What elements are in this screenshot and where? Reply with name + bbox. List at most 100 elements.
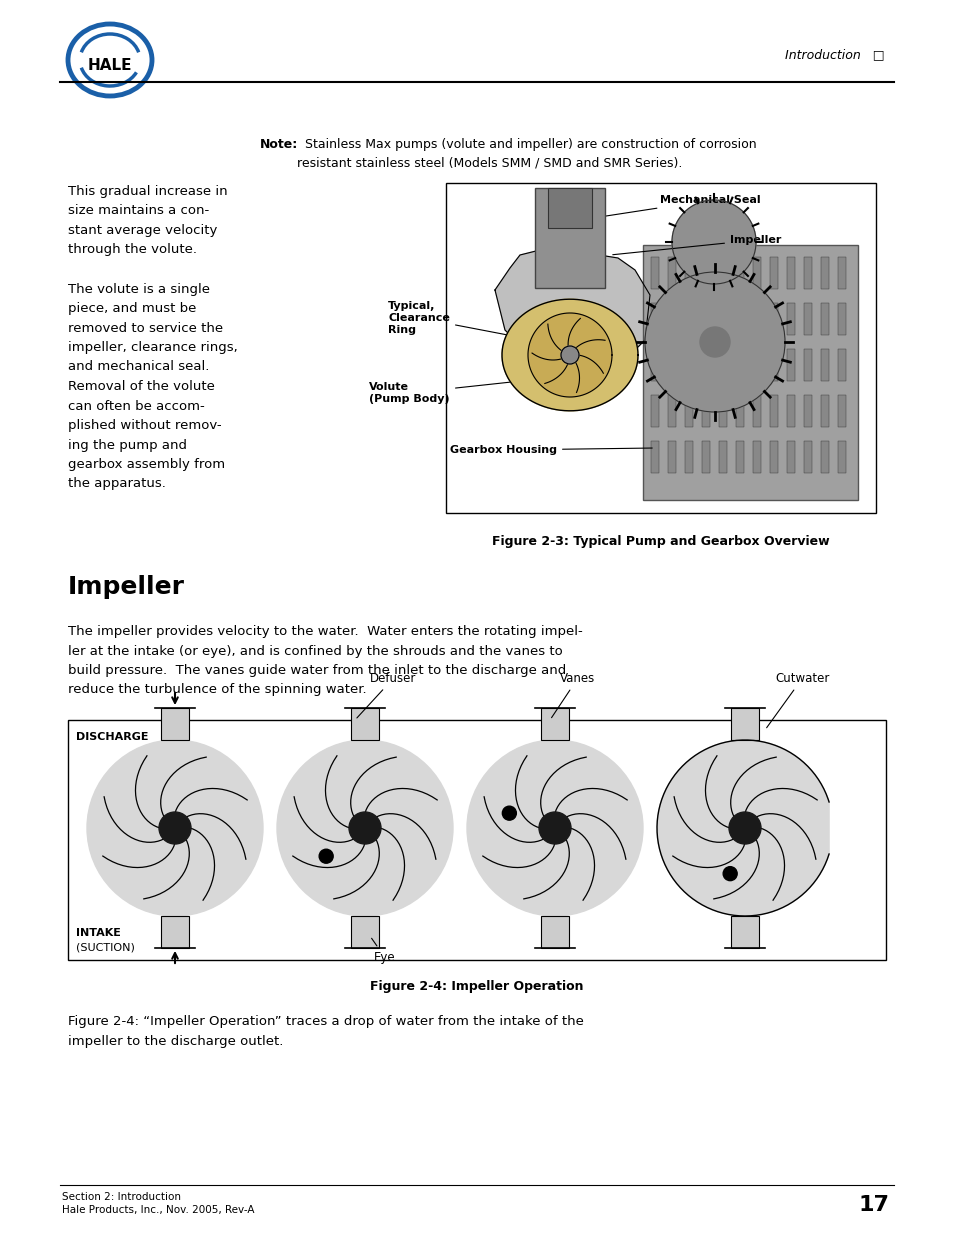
Text: (SUCTION): (SUCTION): [76, 942, 134, 952]
Circle shape: [671, 200, 755, 284]
Text: Typical,
Clearance
Ring: Typical, Clearance Ring: [388, 301, 510, 336]
FancyBboxPatch shape: [837, 395, 845, 427]
FancyBboxPatch shape: [719, 257, 726, 289]
FancyBboxPatch shape: [667, 303, 676, 335]
FancyBboxPatch shape: [735, 441, 743, 473]
Circle shape: [722, 867, 737, 881]
FancyBboxPatch shape: [821, 350, 828, 382]
Text: HALE: HALE: [88, 58, 132, 73]
Circle shape: [467, 740, 642, 916]
FancyBboxPatch shape: [769, 441, 778, 473]
FancyBboxPatch shape: [752, 257, 760, 289]
FancyBboxPatch shape: [752, 441, 760, 473]
Text: Impeller: Impeller: [68, 576, 185, 599]
FancyBboxPatch shape: [667, 257, 676, 289]
FancyBboxPatch shape: [650, 395, 659, 427]
Circle shape: [87, 740, 263, 916]
FancyBboxPatch shape: [547, 188, 592, 228]
FancyBboxPatch shape: [769, 303, 778, 335]
FancyBboxPatch shape: [837, 350, 845, 382]
Text: Defuser: Defuser: [356, 672, 416, 718]
Text: Figure 2-4: Impeller Operation: Figure 2-4: Impeller Operation: [370, 981, 583, 993]
FancyBboxPatch shape: [730, 708, 759, 740]
FancyBboxPatch shape: [68, 720, 885, 960]
Text: Volute
(Pump Body): Volute (Pump Body): [369, 380, 527, 404]
FancyBboxPatch shape: [803, 350, 811, 382]
FancyBboxPatch shape: [719, 303, 726, 335]
FancyBboxPatch shape: [667, 350, 676, 382]
FancyBboxPatch shape: [540, 916, 568, 948]
FancyBboxPatch shape: [803, 303, 811, 335]
FancyBboxPatch shape: [752, 303, 760, 335]
FancyBboxPatch shape: [650, 441, 659, 473]
FancyBboxPatch shape: [701, 303, 709, 335]
FancyBboxPatch shape: [351, 708, 378, 740]
Circle shape: [728, 811, 760, 844]
Text: Introduction   □: Introduction □: [784, 48, 884, 62]
Circle shape: [319, 850, 333, 863]
FancyBboxPatch shape: [821, 395, 828, 427]
FancyBboxPatch shape: [821, 257, 828, 289]
FancyBboxPatch shape: [786, 441, 794, 473]
Text: Eye: Eye: [372, 939, 395, 965]
FancyBboxPatch shape: [719, 350, 726, 382]
Text: Impeller: Impeller: [612, 235, 781, 254]
FancyBboxPatch shape: [803, 257, 811, 289]
FancyBboxPatch shape: [701, 257, 709, 289]
Circle shape: [700, 327, 729, 357]
Text: Gearbox Housing: Gearbox Housing: [450, 445, 652, 454]
Circle shape: [538, 811, 571, 844]
FancyBboxPatch shape: [684, 395, 692, 427]
FancyBboxPatch shape: [735, 257, 743, 289]
FancyBboxPatch shape: [786, 303, 794, 335]
Circle shape: [560, 346, 578, 364]
Polygon shape: [501, 299, 638, 411]
Text: Stainless Max pumps (volute and impeller) are construction of corrosion: Stainless Max pumps (volute and impeller…: [296, 138, 756, 151]
FancyBboxPatch shape: [730, 916, 759, 948]
FancyBboxPatch shape: [803, 441, 811, 473]
Circle shape: [502, 806, 516, 820]
FancyBboxPatch shape: [786, 395, 794, 427]
Text: Note:: Note:: [260, 138, 298, 151]
FancyBboxPatch shape: [719, 395, 726, 427]
Text: Hale Products, Inc., Nov. 2005, Rev-A: Hale Products, Inc., Nov. 2005, Rev-A: [62, 1205, 254, 1215]
Circle shape: [644, 272, 784, 412]
FancyBboxPatch shape: [701, 350, 709, 382]
FancyBboxPatch shape: [684, 441, 692, 473]
FancyBboxPatch shape: [769, 257, 778, 289]
Text: This gradual increase in
size maintains a con-
stant average velocity
through th: This gradual increase in size maintains …: [68, 185, 237, 490]
Text: Cutwater: Cutwater: [766, 672, 828, 727]
Text: Section 2: Introduction: Section 2: Introduction: [62, 1192, 181, 1202]
Polygon shape: [657, 740, 828, 916]
Circle shape: [159, 811, 191, 844]
FancyBboxPatch shape: [803, 395, 811, 427]
FancyBboxPatch shape: [667, 395, 676, 427]
Circle shape: [349, 811, 380, 844]
FancyBboxPatch shape: [769, 395, 778, 427]
FancyBboxPatch shape: [786, 257, 794, 289]
FancyBboxPatch shape: [821, 303, 828, 335]
FancyBboxPatch shape: [837, 303, 845, 335]
Text: Mechanical Seal: Mechanical Seal: [582, 195, 760, 220]
FancyBboxPatch shape: [351, 916, 378, 948]
FancyBboxPatch shape: [684, 257, 692, 289]
FancyBboxPatch shape: [837, 441, 845, 473]
Polygon shape: [527, 312, 612, 396]
FancyBboxPatch shape: [821, 441, 828, 473]
FancyBboxPatch shape: [446, 183, 875, 513]
FancyBboxPatch shape: [535, 188, 604, 288]
FancyBboxPatch shape: [735, 350, 743, 382]
Text: The impeller provides velocity to the water.  Water enters the rotating impel-
l: The impeller provides velocity to the wa…: [68, 625, 582, 697]
FancyBboxPatch shape: [752, 350, 760, 382]
FancyBboxPatch shape: [684, 303, 692, 335]
FancyBboxPatch shape: [161, 916, 189, 948]
FancyBboxPatch shape: [786, 350, 794, 382]
FancyBboxPatch shape: [701, 441, 709, 473]
FancyBboxPatch shape: [735, 395, 743, 427]
FancyBboxPatch shape: [769, 350, 778, 382]
Text: INTAKE: INTAKE: [76, 927, 121, 939]
Polygon shape: [495, 248, 649, 375]
FancyBboxPatch shape: [752, 395, 760, 427]
Text: Vanes: Vanes: [551, 672, 595, 718]
FancyBboxPatch shape: [650, 257, 659, 289]
